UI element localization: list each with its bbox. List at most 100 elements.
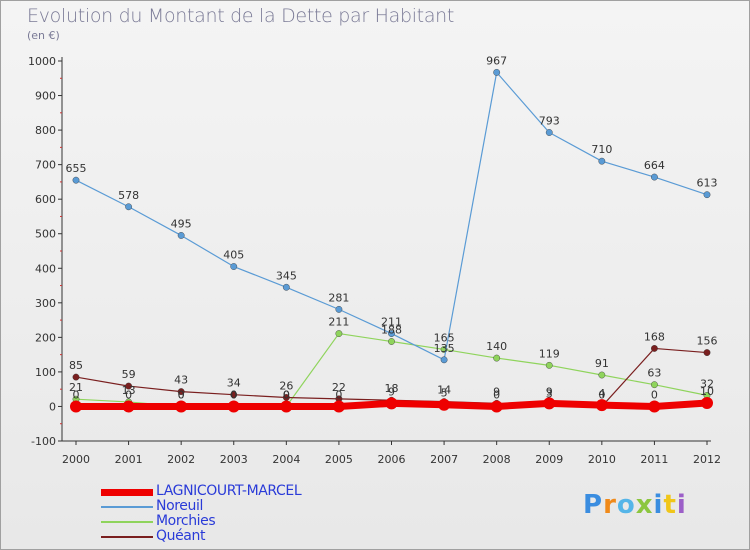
data-label: 168 xyxy=(644,330,665,343)
data-label: 188 xyxy=(381,324,402,337)
data-label: 0 xyxy=(335,388,342,401)
y-tick-label: 100 xyxy=(35,366,56,379)
data-label: 0 xyxy=(283,388,290,401)
data-label: 0 xyxy=(598,388,605,401)
data-label: 9 xyxy=(493,385,500,398)
data-label: 9 xyxy=(546,385,553,398)
data-label: 0 xyxy=(283,388,290,401)
y-tick-label: 200 xyxy=(35,331,56,344)
data-point xyxy=(230,391,238,399)
data-point xyxy=(438,398,451,411)
data-point xyxy=(703,349,711,356)
y-tick-label: 0 xyxy=(49,400,56,413)
data-labels: 0 0 0 0 0 0 9 5 0 9 4 0 1065557849540534528121113596… xyxy=(66,54,718,401)
data-label: 13 xyxy=(122,384,136,397)
y-tick-label: -100 xyxy=(31,435,56,448)
legend-label: LAGNICOURT-MARCEL xyxy=(156,483,302,499)
x-tick-label: 2000 xyxy=(62,453,90,466)
data-point xyxy=(335,305,343,313)
data-point xyxy=(125,203,132,211)
chart-title: Evolution du Montant de la Dette par Hab… xyxy=(27,5,455,27)
data-label: 22 xyxy=(332,381,346,394)
x-tick-label: 2004 xyxy=(272,453,300,466)
x-tick-label: 2011 xyxy=(640,453,668,466)
data-label: 967 xyxy=(486,54,507,67)
data-point xyxy=(648,400,661,413)
data-label: 156 xyxy=(697,335,718,348)
legend-label: Noreuil xyxy=(156,498,203,514)
data-label: 613 xyxy=(697,177,718,190)
data-point xyxy=(332,400,345,413)
data-label: 34 xyxy=(227,377,241,390)
data-point xyxy=(703,191,711,199)
data-label: 0 xyxy=(125,388,132,401)
data-point xyxy=(545,361,553,369)
x-tick-label: 2007 xyxy=(430,453,458,466)
series-lagnicourt-marcel xyxy=(70,397,713,413)
proxiti-logo: Proxiti xyxy=(583,490,687,520)
y-tick-label: 900 xyxy=(35,90,56,103)
data-point xyxy=(701,397,713,409)
data-label: 5 xyxy=(441,387,448,400)
legend-swatch xyxy=(101,521,153,523)
data-point xyxy=(493,354,501,362)
data-point xyxy=(490,400,503,413)
x-tick-label: 2002 xyxy=(167,453,195,466)
data-point xyxy=(543,397,556,410)
x-tick-label: 2008 xyxy=(483,453,511,466)
data-label: 211 xyxy=(328,316,349,329)
data-label: 664 xyxy=(644,159,665,172)
data-label: 165 xyxy=(434,331,455,344)
x-tick-label: 2005 xyxy=(325,453,353,466)
y-tick-label: 1000 xyxy=(28,55,56,68)
data-label: 710 xyxy=(591,143,612,156)
data-point xyxy=(72,176,80,184)
data-point xyxy=(651,345,658,352)
data-point xyxy=(227,400,240,413)
data-label: 91 xyxy=(595,357,609,370)
data-label: 140 xyxy=(486,340,507,353)
x-tick-label: 2006 xyxy=(378,453,406,466)
data-label: 0 xyxy=(178,388,185,401)
data-label: 14 xyxy=(437,384,451,397)
x-tick-label: 2012 xyxy=(693,453,721,466)
data-point xyxy=(595,399,608,412)
data-label: 0 xyxy=(230,388,237,401)
data-label: 578 xyxy=(118,189,139,202)
data-point xyxy=(70,400,82,413)
data-label: 0 xyxy=(230,388,237,401)
data-point xyxy=(385,397,398,410)
data-label: 281 xyxy=(328,291,349,304)
data-label: 32 xyxy=(700,377,714,390)
x-tick-label: 2003 xyxy=(220,453,248,466)
data-label: 63 xyxy=(647,367,661,380)
data-point xyxy=(651,173,658,181)
data-point xyxy=(177,232,185,239)
chart-subtitle: (en €) xyxy=(27,29,60,42)
data-label: 4 xyxy=(598,387,605,400)
data-point xyxy=(125,382,132,390)
data-label: 0 xyxy=(651,388,658,401)
data-label: 0 xyxy=(178,388,185,401)
legend-swatch xyxy=(101,506,153,508)
data-point xyxy=(177,388,185,395)
data-point xyxy=(493,69,501,76)
logo-letter: r xyxy=(603,490,617,520)
y-tick-label: 400 xyxy=(35,262,56,275)
data-label: 655 xyxy=(66,162,87,175)
logo-letter: x xyxy=(635,490,654,520)
data-label: 495 xyxy=(171,217,192,230)
y-tick-label: 600 xyxy=(35,193,56,206)
data-label: 793 xyxy=(539,115,560,128)
data-point xyxy=(280,400,293,413)
data-point xyxy=(335,330,343,337)
data-point xyxy=(122,400,135,413)
x-tick-label: 2010 xyxy=(588,453,616,466)
logo-letter: o xyxy=(616,490,636,520)
data-label: 85 xyxy=(69,359,83,372)
data-label: 9 xyxy=(388,385,395,398)
data-label: 135 xyxy=(434,342,455,355)
data-label: 0 xyxy=(493,388,500,401)
